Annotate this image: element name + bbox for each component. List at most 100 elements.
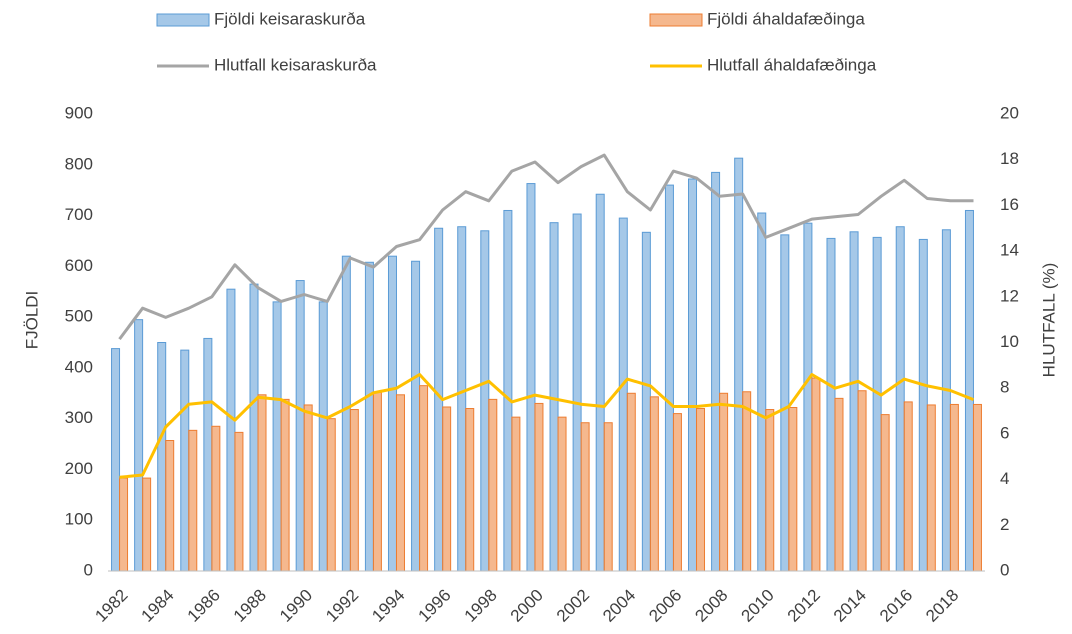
bar bbox=[419, 385, 429, 572]
legend-swatch bbox=[649, 13, 703, 27]
y2-axis-title: HLUTFALL (%) bbox=[1039, 263, 1058, 378]
y2-tick-label: 4 bbox=[1000, 469, 1009, 488]
legend-label: Fjöldi keisaraskurða bbox=[214, 9, 366, 28]
bar bbox=[972, 403, 982, 572]
bar bbox=[134, 319, 144, 572]
y-tick-label: 200 bbox=[65, 459, 93, 478]
y-tick-label: 400 bbox=[65, 357, 93, 376]
bar bbox=[903, 401, 913, 572]
bar bbox=[626, 392, 636, 572]
bar bbox=[672, 413, 682, 572]
bar bbox=[788, 406, 798, 572]
bar bbox=[364, 261, 374, 572]
x-tick-label: 2014 bbox=[830, 586, 870, 626]
y-tick-label: 100 bbox=[65, 510, 93, 529]
bar bbox=[765, 409, 775, 572]
bar bbox=[926, 404, 936, 572]
bar bbox=[742, 391, 752, 572]
y2-tick-label: 12 bbox=[1000, 286, 1019, 305]
bar bbox=[457, 226, 467, 572]
y-tick-label: 800 bbox=[65, 154, 93, 173]
bar bbox=[641, 231, 651, 572]
bar bbox=[157, 342, 167, 572]
bar bbox=[180, 349, 190, 572]
x-tick-label: 1982 bbox=[91, 586, 131, 626]
bar bbox=[603, 422, 613, 572]
bar bbox=[826, 237, 836, 572]
bar bbox=[511, 416, 521, 572]
bar bbox=[688, 178, 698, 572]
bar bbox=[557, 416, 567, 572]
bar bbox=[880, 414, 890, 572]
bar bbox=[696, 408, 706, 572]
bar bbox=[272, 301, 282, 572]
bar bbox=[465, 408, 475, 572]
bar bbox=[918, 238, 928, 572]
bar bbox=[618, 217, 628, 572]
bar bbox=[165, 440, 175, 572]
x-tick-label: 2016 bbox=[876, 586, 916, 626]
bar bbox=[711, 171, 721, 572]
y-tick-label: 700 bbox=[65, 205, 93, 224]
bar bbox=[188, 429, 198, 572]
y2-tick-label: 2 bbox=[1000, 515, 1009, 534]
x-tick-label: 2002 bbox=[553, 586, 593, 626]
x-tick-label: 1984 bbox=[138, 586, 178, 626]
x-tick-label: 2008 bbox=[691, 586, 731, 626]
bar bbox=[534, 402, 544, 572]
y2-tick-label: 8 bbox=[1000, 378, 1009, 397]
bar bbox=[780, 234, 790, 572]
bar bbox=[941, 229, 951, 572]
bar bbox=[111, 348, 121, 572]
bar bbox=[895, 226, 905, 572]
bar bbox=[834, 397, 844, 572]
bar bbox=[211, 425, 221, 572]
bar bbox=[964, 209, 974, 572]
bar bbox=[857, 390, 867, 572]
legend-label: Hlutfall keisaraskurða bbox=[214, 55, 377, 74]
y-axis-title: FJÖLDI bbox=[22, 291, 41, 350]
bar bbox=[734, 157, 744, 572]
x-tick-label: 1998 bbox=[461, 586, 501, 626]
x-tick-label: 1988 bbox=[230, 586, 270, 626]
y-tick-label: 600 bbox=[65, 256, 93, 275]
y2-tick-label: 18 bbox=[1000, 149, 1019, 168]
bar bbox=[318, 301, 328, 572]
bar bbox=[480, 230, 490, 572]
bar bbox=[280, 398, 290, 572]
bar bbox=[580, 422, 590, 572]
bar bbox=[395, 394, 405, 572]
y2-tick-label: 14 bbox=[1000, 241, 1019, 260]
bar bbox=[295, 280, 305, 572]
y2-tick-label: 6 bbox=[1000, 423, 1009, 442]
bar bbox=[411, 260, 421, 572]
bar bbox=[595, 193, 605, 572]
x-tick-label: 2000 bbox=[507, 586, 547, 626]
y2-tick-label: 0 bbox=[1000, 560, 1009, 579]
legend-label: Fjöldi áhaldafæðinga bbox=[707, 9, 865, 28]
bar bbox=[341, 255, 351, 572]
x-tick-label: 1996 bbox=[414, 586, 454, 626]
bar bbox=[442, 406, 452, 572]
bar bbox=[326, 418, 336, 572]
bar bbox=[234, 431, 244, 572]
x-tick-label: 2012 bbox=[784, 586, 824, 626]
line bbox=[119, 373, 975, 479]
bar bbox=[803, 222, 813, 572]
y-tick-label: 0 bbox=[84, 560, 93, 579]
x-tick-label: 1992 bbox=[322, 586, 362, 626]
bar bbox=[203, 337, 213, 572]
bar bbox=[872, 236, 882, 572]
x-tick-label: 2006 bbox=[645, 586, 685, 626]
y2-tick-label: 20 bbox=[1000, 103, 1019, 122]
bar bbox=[488, 398, 498, 572]
bar bbox=[303, 404, 313, 572]
x-tick-label: 2004 bbox=[599, 586, 639, 626]
bar bbox=[664, 184, 674, 572]
bar bbox=[572, 213, 582, 572]
bar bbox=[757, 212, 767, 572]
bar bbox=[387, 255, 397, 572]
line bbox=[118, 153, 974, 340]
y2-tick-label: 16 bbox=[1000, 195, 1019, 214]
